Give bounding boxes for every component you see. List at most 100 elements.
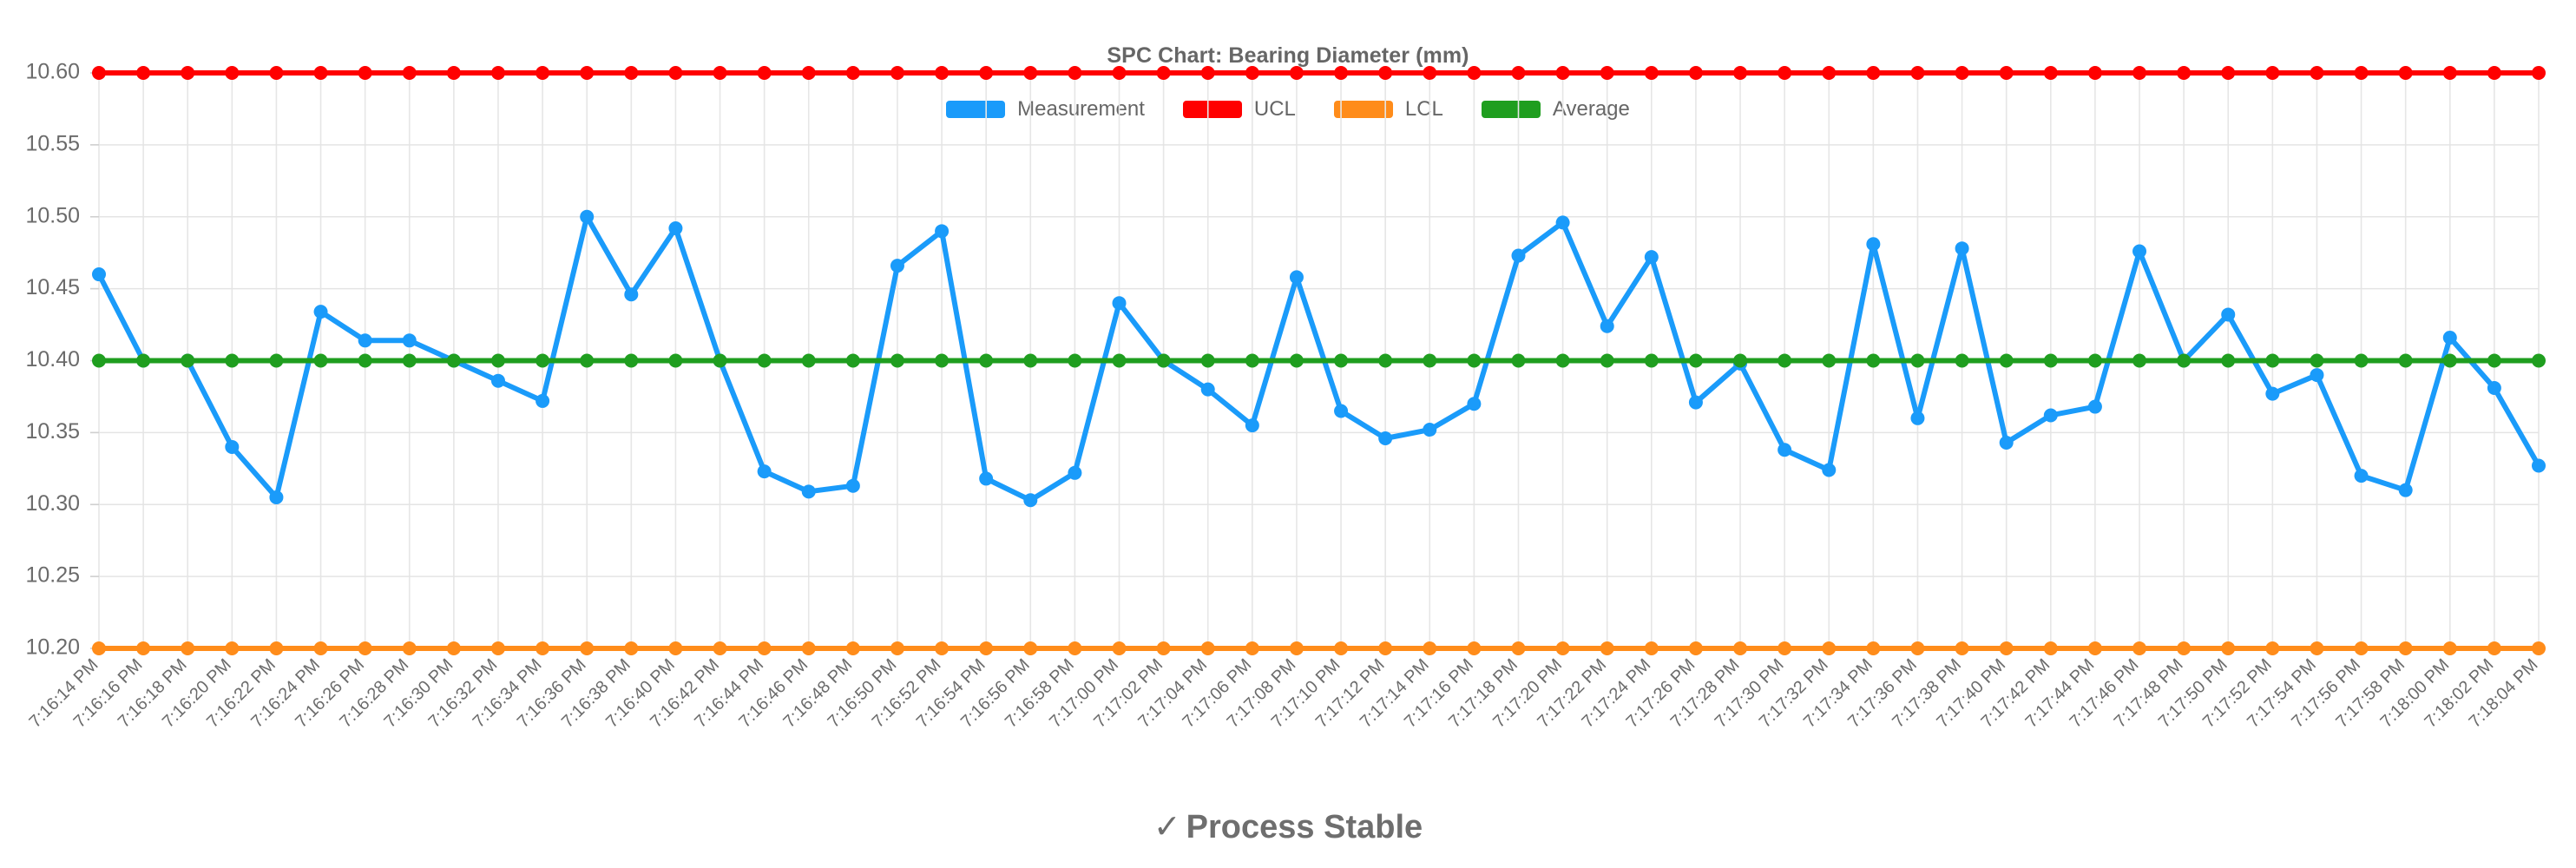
data-point[interactable] — [1289, 270, 1304, 285]
data-point[interactable] — [1733, 66, 1748, 80]
data-point[interactable] — [624, 641, 639, 655]
data-point[interactable] — [490, 641, 505, 655]
data-point[interactable] — [935, 353, 950, 368]
data-point[interactable] — [668, 353, 683, 368]
data-point[interactable] — [1378, 66, 1393, 80]
data-point[interactable] — [1822, 66, 1837, 80]
data-point[interactable] — [1200, 353, 1215, 368]
data-point[interactable] — [1156, 641, 1171, 655]
legend-item-ucl[interactable]: UCL — [1182, 97, 1296, 122]
data-point[interactable] — [845, 641, 860, 655]
data-point[interactable] — [2221, 307, 2236, 322]
data-point[interactable] — [1245, 66, 1259, 80]
data-point[interactable] — [536, 641, 550, 655]
data-point[interactable] — [1467, 397, 1482, 411]
data-point[interactable] — [2442, 66, 2457, 80]
data-point[interactable] — [358, 353, 372, 368]
data-point[interactable] — [225, 439, 240, 454]
legend-item-lcl[interactable]: LCL — [1333, 97, 1443, 122]
data-point[interactable] — [2310, 641, 2324, 655]
data-point[interactable] — [2132, 244, 2147, 259]
data-point[interactable] — [1822, 353, 1837, 368]
data-point[interactable] — [269, 490, 284, 504]
data-point[interactable] — [1334, 353, 1349, 368]
data-point[interactable] — [2398, 641, 2413, 655]
data-point[interactable] — [668, 66, 683, 80]
data-point[interactable] — [979, 353, 994, 368]
data-point[interactable] — [668, 221, 683, 236]
data-point[interactable] — [1423, 66, 1437, 80]
data-point[interactable] — [2087, 641, 2102, 655]
data-point[interactable] — [1378, 431, 1393, 446]
data-point[interactable] — [2265, 386, 2280, 401]
data-point[interactable] — [713, 353, 727, 368]
data-point[interactable] — [1999, 66, 2014, 80]
data-point[interactable] — [1555, 641, 1570, 655]
data-point[interactable] — [402, 66, 417, 80]
data-point[interactable] — [1245, 641, 1259, 655]
data-point[interactable] — [580, 66, 595, 80]
data-point[interactable] — [2265, 353, 2280, 368]
data-point[interactable] — [1955, 66, 1969, 80]
data-point[interactable] — [2177, 641, 2192, 655]
data-point[interactable] — [1511, 248, 1526, 263]
data-point[interactable] — [490, 66, 505, 80]
data-point[interactable] — [225, 66, 240, 80]
data-point[interactable] — [536, 393, 550, 408]
data-point[interactable] — [890, 66, 904, 80]
data-point[interactable] — [1423, 641, 1437, 655]
data-point[interactable] — [181, 66, 195, 80]
data-point[interactable] — [2487, 353, 2501, 368]
data-point[interactable] — [1555, 353, 1570, 368]
data-point[interactable] — [1068, 641, 1082, 655]
data-point[interactable] — [2532, 641, 2546, 655]
data-point[interactable] — [1511, 353, 1526, 368]
data-point[interactable] — [1378, 641, 1393, 655]
data-point[interactable] — [1112, 353, 1127, 368]
data-point[interactable] — [1644, 353, 1659, 368]
data-point[interactable] — [2132, 641, 2147, 655]
data-point[interactable] — [1955, 353, 1969, 368]
data-point[interactable] — [1600, 641, 1614, 655]
data-point[interactable] — [1910, 641, 1925, 655]
data-point[interactable] — [446, 353, 461, 368]
data-point[interactable] — [2132, 66, 2147, 80]
data-point[interactable] — [890, 641, 904, 655]
data-point[interactable] — [1289, 353, 1304, 368]
data-point[interactable] — [845, 66, 860, 80]
data-point[interactable] — [1068, 66, 1082, 80]
data-point[interactable] — [313, 353, 328, 368]
data-point[interactable] — [2487, 641, 2501, 655]
data-point[interactable] — [757, 641, 772, 655]
data-point[interactable] — [1200, 382, 1215, 397]
data-point[interactable] — [1156, 353, 1171, 368]
data-point[interactable] — [2177, 66, 2192, 80]
data-point[interactable] — [2442, 330, 2457, 345]
data-point[interactable] — [845, 478, 860, 493]
data-point[interactable] — [2354, 353, 2369, 368]
legend-item-average[interactable]: Average — [1481, 97, 1630, 122]
data-point[interactable] — [2265, 66, 2280, 80]
data-point[interactable] — [2265, 641, 2280, 655]
data-point[interactable] — [313, 305, 328, 319]
data-point[interactable] — [1245, 353, 1259, 368]
data-point[interactable] — [136, 66, 151, 80]
data-point[interactable] — [1955, 241, 1969, 256]
data-point[interactable] — [136, 353, 151, 368]
data-point[interactable] — [2310, 368, 2324, 383]
data-point[interactable] — [92, 641, 106, 655]
data-point[interactable] — [2398, 483, 2413, 497]
data-point[interactable] — [1600, 319, 1614, 333]
data-point[interactable] — [92, 353, 106, 368]
data-point[interactable] — [1156, 66, 1171, 80]
data-point[interactable] — [1866, 641, 1881, 655]
data-point[interactable] — [313, 641, 328, 655]
data-point[interactable] — [801, 484, 816, 499]
data-point[interactable] — [1511, 66, 1526, 80]
data-point[interactable] — [446, 641, 461, 655]
data-point[interactable] — [979, 471, 994, 486]
data-point[interactable] — [2087, 399, 2102, 414]
data-point[interactable] — [1999, 353, 2014, 368]
data-point[interactable] — [1112, 296, 1127, 311]
